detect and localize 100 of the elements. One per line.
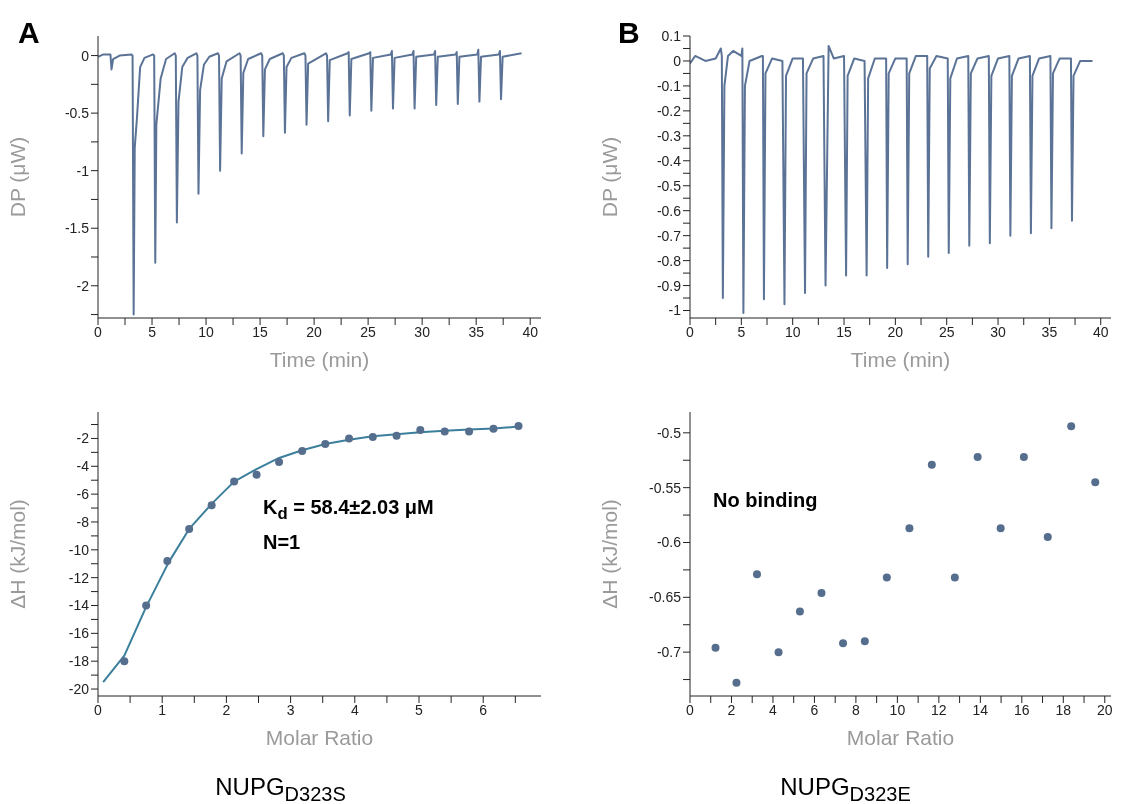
- y-tick-label: -0.8: [656, 252, 682, 269]
- point: [732, 678, 741, 687]
- y-tick-label: -0.6: [656, 534, 682, 551]
- x-tick-label: 20: [1096, 701, 1113, 718]
- x-tick-label: 0: [686, 701, 695, 718]
- point: [163, 556, 172, 565]
- x-tick-label: 4: [769, 701, 778, 718]
- annotation: No binding: [713, 488, 818, 513]
- y-tick-label: 0: [673, 52, 682, 69]
- annotation: N=1: [263, 530, 302, 555]
- y-tick-label: -10: [68, 541, 90, 558]
- point: [514, 421, 523, 430]
- y-axis-title: ΔH (kJ/mol): [6, 499, 30, 609]
- x-tick-label: 20: [887, 323, 904, 340]
- x-tick-label: 6: [810, 701, 819, 718]
- y-tick-label: -0.5: [64, 105, 90, 122]
- point: [207, 501, 216, 510]
- point: [252, 470, 261, 479]
- point: [774, 648, 783, 657]
- x-axis-title: Molar Ratio: [264, 726, 375, 750]
- chart-title: B: [618, 16, 640, 50]
- x-tick-label: 16: [1014, 701, 1030, 718]
- point: [185, 524, 194, 533]
- y-tick-label: -18: [68, 653, 90, 670]
- x-tick-label: 15: [252, 323, 269, 340]
- point: [489, 424, 498, 433]
- x-tick-label: 30: [990, 323, 1007, 340]
- y-tick-label: -0.7: [656, 644, 682, 661]
- x-tick-label: 2: [222, 701, 231, 718]
- y-tick-label: -0.7: [656, 227, 682, 244]
- point: [298, 446, 307, 455]
- y-tick-label: -0.9: [656, 277, 682, 294]
- x-tick-label: 15: [836, 323, 853, 340]
- y-tick-label: 0.1: [661, 27, 682, 44]
- y-tick-label: -12: [68, 569, 90, 586]
- x-axis-title: Molar Ratio: [845, 726, 956, 750]
- point: [1019, 452, 1028, 461]
- x-tick-label: 2: [727, 701, 736, 718]
- x-tick-label: 25: [360, 323, 377, 340]
- y-axis-title: DP (μW): [6, 136, 30, 218]
- text: NUPG$_{D323S}$: [214, 773, 347, 804]
- x-tick-label: 12: [931, 701, 947, 718]
- x-axis-title: Time (min): [849, 348, 952, 372]
- y-tick-label: -6: [76, 486, 90, 503]
- y-tick-label: -20: [68, 681, 90, 698]
- point: [711, 643, 720, 652]
- point: [839, 639, 848, 648]
- line-series: [690, 44, 1094, 315]
- y-tick-label: -0.65: [649, 589, 682, 606]
- point: [1067, 422, 1076, 431]
- x-tick-label: 40: [1092, 323, 1109, 340]
- text: NUPG$_{D323E}$: [779, 773, 912, 804]
- y-tick-label: -1.5: [64, 220, 90, 237]
- x-tick-label: 10: [889, 701, 906, 718]
- x-tick-label: 5: [148, 323, 157, 340]
- x-tick-label: 35: [468, 323, 485, 340]
- y-tick-label: -4: [76, 458, 90, 475]
- y-tick-label: -0.3: [656, 127, 682, 144]
- y-tick-label: -0.2: [656, 102, 682, 119]
- point: [416, 426, 425, 435]
- line-series: [98, 48, 523, 316]
- point: [142, 601, 151, 610]
- y-tick-label: -1: [76, 162, 90, 179]
- x-tick-label: 40: [522, 323, 539, 340]
- y-tick-label: -14: [68, 597, 90, 614]
- point: [440, 427, 449, 436]
- point: [950, 573, 959, 582]
- x-tick-label: 0: [686, 323, 695, 340]
- y-tick-label: -2: [76, 277, 90, 294]
- y-tick-label: -0.4: [656, 152, 682, 169]
- y-tick-label: -2: [76, 430, 90, 447]
- x-tick-label: 35: [1041, 323, 1058, 340]
- y-tick-label: -1: [668, 302, 682, 319]
- point: [275, 458, 284, 467]
- y-tick-label: -0.6: [656, 202, 682, 219]
- point: [817, 588, 826, 597]
- x-tick-label: 8: [852, 701, 861, 718]
- chart-title: A: [18, 16, 40, 50]
- x-tick-label: 5: [737, 323, 746, 340]
- x-tick-label: 25: [938, 323, 955, 340]
- point: [905, 524, 914, 533]
- x-tick-label: 14: [972, 701, 989, 718]
- y-tick-label: -0.5: [656, 177, 682, 194]
- x-tick-label: 10: [198, 323, 215, 340]
- point: [752, 570, 761, 579]
- x-tick-label: 30: [414, 323, 431, 340]
- point: [973, 452, 982, 461]
- x-tick-label: 4: [350, 701, 359, 718]
- y-tick-label: -0.5: [656, 424, 682, 441]
- point: [368, 433, 377, 442]
- y-axis-title: ΔH (kJ/mol): [598, 499, 622, 609]
- annotation: K$_{d}$ = 58.4±2.03 μM: [263, 495, 434, 525]
- x-tick-label: 10: [784, 323, 801, 340]
- x-axis-title: Time (min): [268, 348, 371, 372]
- point: [321, 440, 330, 449]
- x-tick-label: 0: [94, 701, 103, 718]
- point: [860, 637, 869, 646]
- y-tick-label: 0: [81, 47, 90, 64]
- x-tick-label: 3: [286, 701, 295, 718]
- x-tick-label: 20: [306, 323, 323, 340]
